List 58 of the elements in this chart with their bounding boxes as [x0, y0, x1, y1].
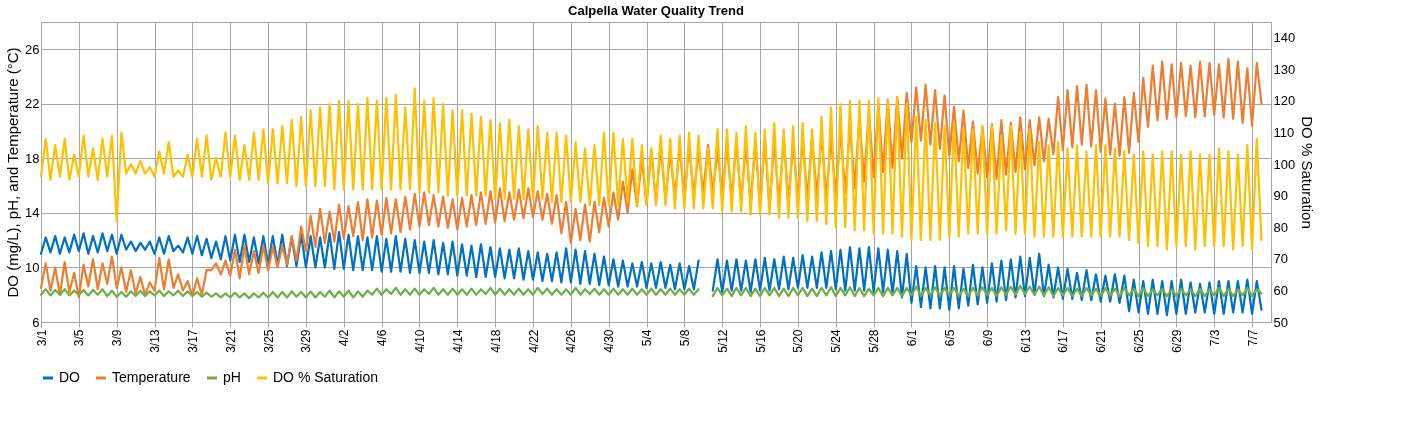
- y2-tick-label: 50: [1273, 314, 1288, 330]
- x-tick-label: 4/2: [337, 329, 352, 347]
- x-tick-label: 6/21: [1094, 329, 1109, 353]
- x-tick-label: 4/22: [526, 329, 541, 353]
- legend-label: DO % Saturation: [273, 369, 379, 385]
- y-tick-label: 14: [25, 205, 40, 221]
- legend-label: pH: [223, 369, 241, 385]
- y2-tick-label: 130: [1273, 61, 1296, 77]
- x-tick-label: 4/10: [412, 329, 427, 353]
- y-tick-label: 6: [32, 314, 40, 330]
- x-tick-label: 5/28: [867, 329, 882, 353]
- x-tick-label: 7/7: [1245, 329, 1260, 347]
- y2-tick-label: 90: [1273, 188, 1288, 204]
- x-tick-label: 5/20: [791, 329, 806, 353]
- y2-tick-label: 60: [1273, 282, 1288, 298]
- x-tick-label: 5/12: [715, 329, 730, 353]
- x-tick-label: 4/26: [564, 329, 579, 353]
- line-series: [39, 87, 1263, 251]
- x-tick-label: 7/3: [1207, 329, 1222, 347]
- y-tick-label: 22: [25, 96, 40, 112]
- x-tick-label: 3/17: [185, 329, 200, 353]
- y2-tick-label: 100: [1273, 156, 1296, 172]
- x-tick-label: 6/5: [942, 329, 957, 347]
- x-tick-label: 4/14: [450, 329, 465, 353]
- x-tick-label: 5/24: [829, 329, 844, 353]
- y2-tick-label: 110: [1273, 125, 1295, 141]
- x-tick-label: 5/4: [640, 329, 655, 347]
- x-tick-label: 4/18: [488, 329, 503, 353]
- y-tick-label: 26: [25, 41, 40, 57]
- x-tick-label: 6/1: [904, 329, 919, 347]
- x-tick-label: 6/9: [980, 329, 995, 347]
- y-tick-label: 10: [25, 259, 40, 275]
- x-tick-label: 4/6: [375, 329, 390, 347]
- legend-label: DO: [59, 369, 81, 385]
- y-tick-label: 18: [25, 150, 40, 166]
- legend-label: Temperature: [112, 369, 191, 385]
- x-tick-label: 4/30: [602, 329, 617, 353]
- x-tick-label: 5/16: [753, 329, 768, 353]
- x-tick-label: 6/13: [1018, 329, 1033, 353]
- x-tick-label: 3/13: [148, 329, 163, 353]
- chart-title: Calpella Water Quality Trend: [568, 3, 744, 18]
- x-tick-label: 5/8: [677, 329, 692, 347]
- y2-tick-label: 70: [1273, 251, 1288, 267]
- x-tick-label: 3/21: [223, 329, 238, 353]
- y-axis-title: DO (mg/L), pH, and Temperature (°C): [4, 47, 22, 298]
- y2-axis-title: DO % Saturation: [1299, 116, 1317, 229]
- x-tick-label: 6/29: [1169, 329, 1184, 353]
- y2-tick-label: 120: [1273, 93, 1296, 109]
- line-series: [39, 57, 1263, 299]
- y2-tick-label: 140: [1273, 30, 1296, 46]
- x-tick-label: 3/1: [34, 329, 49, 347]
- x-tick-label: 3/25: [261, 329, 276, 353]
- x-tick-label: 3/9: [110, 329, 125, 347]
- x-tick-label: 3/5: [72, 329, 87, 347]
- x-tick-label: 3/29: [299, 329, 314, 353]
- x-tick-label: 6/17: [1056, 329, 1071, 353]
- y2-tick-label: 80: [1273, 219, 1288, 235]
- x-tick-label: 6/25: [1132, 329, 1147, 353]
